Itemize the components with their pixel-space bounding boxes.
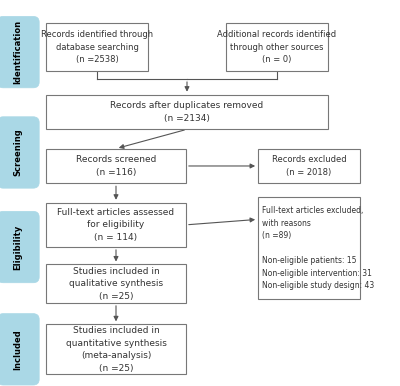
Text: Studies included in
quantitative synthesis
(meta-analysis)
(n =25): Studies included in quantitative synthes… <box>66 326 166 372</box>
Text: Full-text articles assessed
for eligibility
(n = 114): Full-text articles assessed for eligibil… <box>58 208 174 242</box>
Text: Records identified through
database searching
(n =2538): Records identified through database sear… <box>41 30 153 64</box>
FancyBboxPatch shape <box>226 23 328 71</box>
Text: Additional records identified
through other sources
(n = 0): Additional records identified through ot… <box>218 30 336 64</box>
FancyBboxPatch shape <box>0 16 39 88</box>
FancyBboxPatch shape <box>0 313 39 385</box>
FancyBboxPatch shape <box>46 23 148 71</box>
FancyBboxPatch shape <box>258 197 360 299</box>
FancyBboxPatch shape <box>46 203 186 247</box>
Text: Records excluded
(n = 2018): Records excluded (n = 2018) <box>272 155 346 177</box>
FancyBboxPatch shape <box>258 149 360 183</box>
Text: Included: Included <box>14 329 23 370</box>
Text: Eligibility: Eligibility <box>14 224 23 270</box>
FancyBboxPatch shape <box>0 212 39 283</box>
Text: Screening: Screening <box>14 129 23 176</box>
Text: Records screened
(n =116): Records screened (n =116) <box>76 155 156 177</box>
FancyBboxPatch shape <box>46 149 186 183</box>
Text: Full-text articles excluded,
with reasons
(n =89)

Non-eligible patients: 15
Non: Full-text articles excluded, with reason… <box>262 206 374 290</box>
Text: Studies included in
qualitative synthesis
(n =25): Studies included in qualitative synthesi… <box>69 267 163 301</box>
Text: Records after duplicates removed
(n =2134): Records after duplicates removed (n =213… <box>110 101 264 123</box>
FancyBboxPatch shape <box>46 264 186 303</box>
FancyBboxPatch shape <box>46 324 186 374</box>
Text: Identification: Identification <box>14 20 23 84</box>
FancyBboxPatch shape <box>0 117 39 188</box>
FancyBboxPatch shape <box>46 95 328 129</box>
